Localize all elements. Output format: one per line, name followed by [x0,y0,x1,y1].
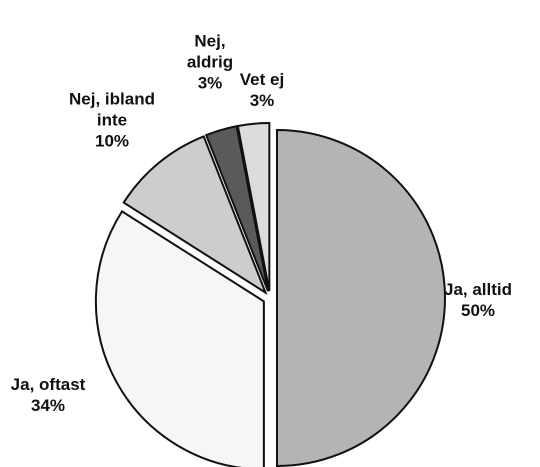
value-label: 50% [460,301,496,320]
value-label: 10% [94,131,130,151]
value-label: 3% [197,73,223,93]
slice-label: Ja, alltid 50% [423,279,533,321]
slice-label: Nej, ibland inte 10% [62,89,162,152]
category-label: Nej, ibland inte [69,89,155,130]
slice-label: Ja, oftast 34% [0,374,103,416]
slice-label: Vet ej 3% [227,69,297,111]
category-label: Ja, oftast [10,375,86,394]
category-label: Ja, alltid [443,280,513,299]
value-label: 34% [30,396,66,415]
pie-slice [276,128,446,467]
pie-slice [204,125,270,292]
pie-slice [236,122,271,292]
pie-slice [122,135,268,296]
value-label: 3% [249,91,275,110]
pie-slice [94,209,265,467]
category-label: Vet ej [239,70,285,89]
slice-label: Nej, aldrig 3% [175,31,245,94]
category-label: Nej, aldrig [186,31,234,72]
